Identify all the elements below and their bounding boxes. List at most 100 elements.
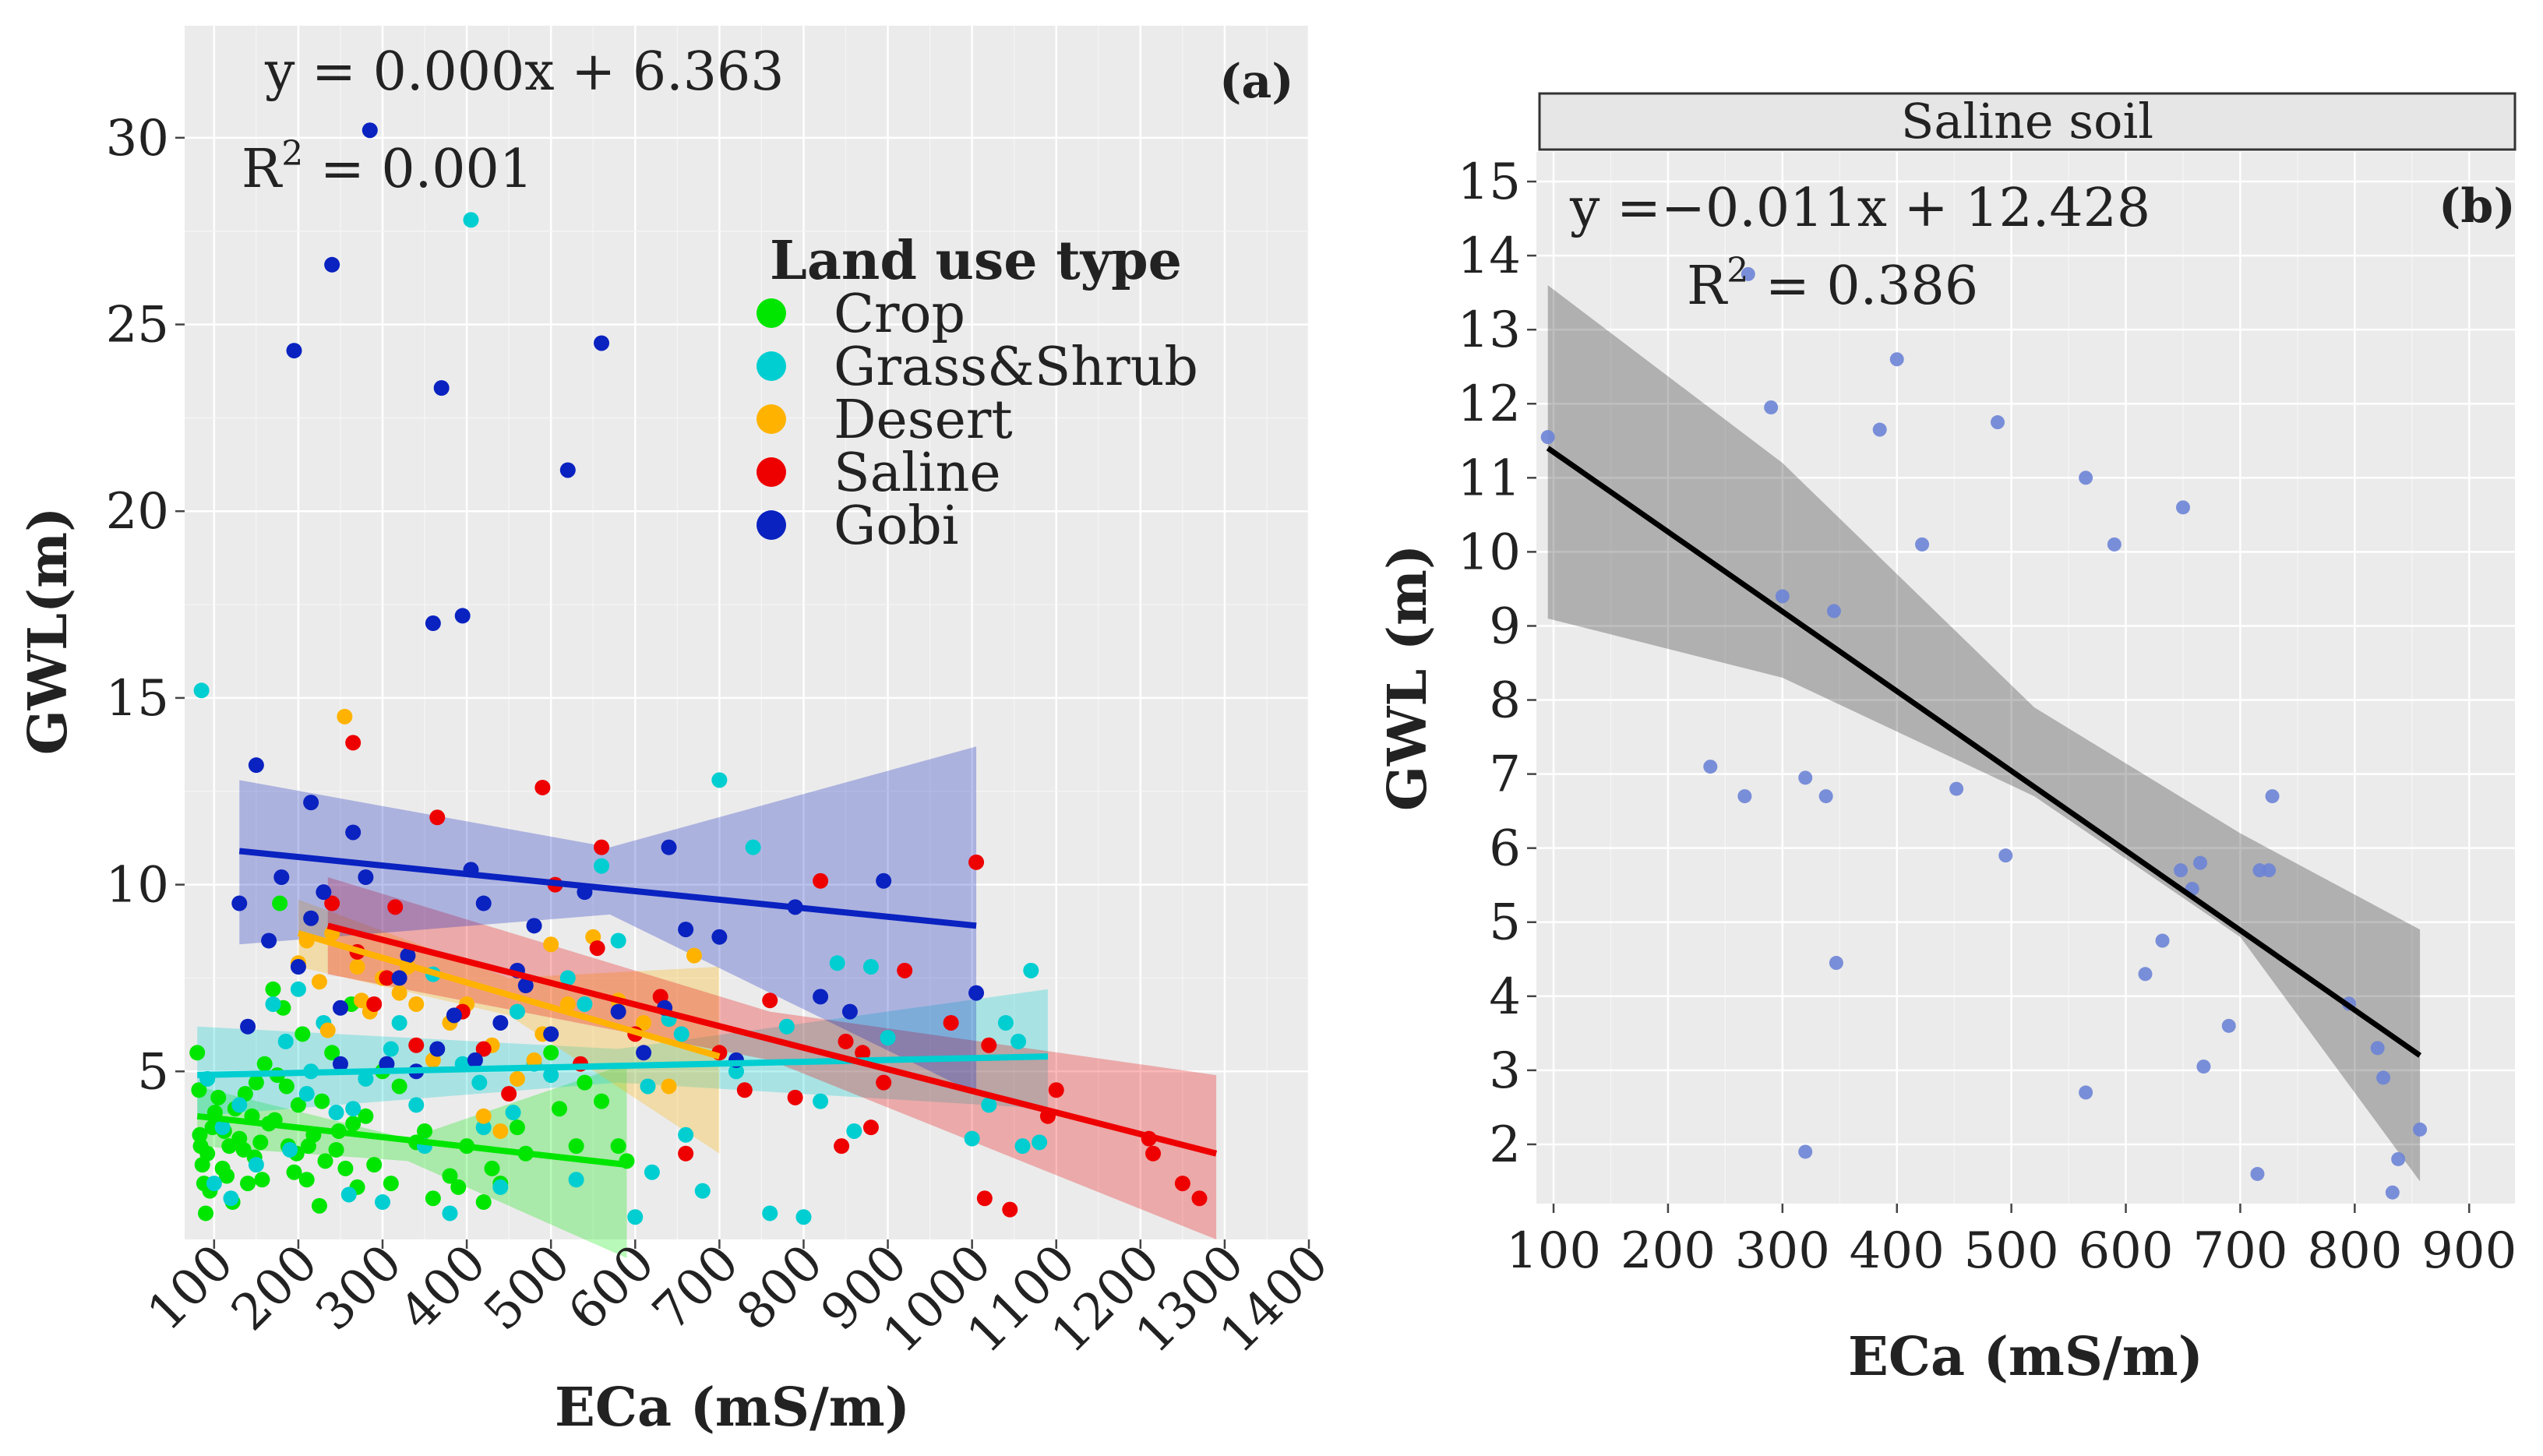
point-grass-shrub xyxy=(762,1205,778,1222)
point-grass-shrub xyxy=(997,1014,1014,1031)
point-saline xyxy=(678,1145,694,1162)
panel-a-equation: y = 0.000x + 6.363 xyxy=(264,41,785,103)
point-saline-soil xyxy=(1949,781,1964,796)
point-saline xyxy=(366,996,383,1012)
point-saline xyxy=(594,839,610,855)
panel-b-label: (b) xyxy=(2439,179,2516,234)
point-crop xyxy=(314,1093,330,1109)
panel-b-y-tick-label: 12 xyxy=(1458,375,1521,433)
point-gobi xyxy=(876,873,892,889)
point-gobi xyxy=(433,380,450,397)
point-grass-shrub xyxy=(442,1205,458,1222)
point-crop xyxy=(345,1116,362,1132)
legend-label-crop: Crop xyxy=(834,284,965,345)
legend: Land use type CropGrass&ShrubDesertSalin… xyxy=(757,230,1198,557)
point-crop xyxy=(272,895,288,911)
panel-b-x-tick-label: 100 xyxy=(1506,1222,1601,1280)
point-crop xyxy=(191,1082,207,1098)
panel-a-r-squared: R2 = 0.001 xyxy=(242,134,533,200)
point-grass-shrub xyxy=(880,1030,896,1046)
point-gobi xyxy=(358,869,374,885)
point-crop xyxy=(199,1145,216,1162)
point-grass-shrub xyxy=(391,1014,407,1031)
point-gobi xyxy=(610,1003,626,1020)
point-saline xyxy=(429,809,446,826)
point-gobi xyxy=(240,1018,256,1035)
point-saline xyxy=(589,940,605,957)
point-saline-soil xyxy=(2193,855,2208,870)
fit-line-crop xyxy=(196,1112,627,1169)
panel-b-y-tick-label: 2 xyxy=(1489,1116,1521,1174)
point-saline-soil xyxy=(2370,1041,2385,1056)
point-crop xyxy=(383,1176,399,1192)
point-saline xyxy=(534,779,551,795)
point-crop xyxy=(484,1160,500,1176)
point-desert xyxy=(311,974,327,990)
legend-key-gobi xyxy=(757,510,786,540)
point-crop xyxy=(610,1138,626,1155)
point-grass-shrub xyxy=(640,1078,656,1095)
point-crop xyxy=(298,1172,315,1188)
confidence-band-saline-soil xyxy=(1547,285,2421,1182)
legend-key-desert xyxy=(757,404,786,434)
legend-key-crop xyxy=(757,298,786,328)
confidence-band-saline xyxy=(327,876,1217,1239)
panel-a-fit-lines xyxy=(196,848,1218,1169)
point-gobi xyxy=(492,1014,509,1031)
point-grass-shrub xyxy=(214,1119,231,1136)
point-crop xyxy=(577,1074,593,1091)
fit-line-saline-soil xyxy=(1546,446,2422,1058)
panel-b-y-axis-title: GWL (m) xyxy=(1377,545,1439,811)
point-grass-shrub xyxy=(543,1067,559,1084)
point-saline-soil xyxy=(1915,537,1930,552)
point-grass-shrub xyxy=(594,858,610,874)
point-crop xyxy=(317,1153,333,1169)
panel-a-x-tick-label: 700 xyxy=(642,1234,750,1342)
point-saline-soil xyxy=(2196,1059,2211,1074)
point-grass-shrub xyxy=(231,1097,248,1113)
point-gobi xyxy=(400,947,416,964)
point-grass-shrub xyxy=(463,212,479,228)
point-saline-soil xyxy=(2138,967,2153,982)
panel-b-x-axis-title: ECa (mS/m) xyxy=(1848,1326,2203,1388)
point-gobi xyxy=(841,1003,858,1020)
point-crop xyxy=(442,1168,458,1184)
point-crop xyxy=(366,1157,383,1173)
point-desert xyxy=(543,936,559,953)
point-gobi xyxy=(303,910,319,926)
panel-a-x-tick-label: 600 xyxy=(558,1234,666,1342)
legend-key-saline xyxy=(757,457,786,487)
point-gobi xyxy=(345,824,362,841)
panel-b-y-tick-label: 6 xyxy=(1489,820,1521,878)
point-gobi xyxy=(594,335,610,351)
point-saline-soil xyxy=(2391,1151,2406,1166)
legend-key-grass-shrub xyxy=(757,351,786,381)
point-crop xyxy=(219,1168,235,1184)
point-saline xyxy=(1191,1190,1208,1207)
point-gobi xyxy=(475,895,492,911)
point-saline xyxy=(762,992,778,1009)
point-grass-shrub xyxy=(509,1003,525,1020)
point-gobi xyxy=(362,122,378,139)
point-saline xyxy=(1145,1145,1162,1162)
point-crop xyxy=(311,1197,327,1214)
point-grass-shrub xyxy=(1023,962,1039,978)
point-saline-soil xyxy=(2155,933,2170,948)
point-crop xyxy=(198,1205,214,1222)
panel-b-x-tick-label: 400 xyxy=(1850,1222,1945,1280)
panel-b-equation: y =−0.011x + 12.428 xyxy=(1569,178,2150,239)
point-saline-soil xyxy=(1829,956,1843,971)
point-gobi xyxy=(248,757,264,774)
confidence-band-grass-shrub xyxy=(197,989,1048,1116)
point-desert xyxy=(509,1070,525,1087)
point-saline-soil xyxy=(2221,1018,2236,1033)
point-saline xyxy=(1048,1082,1064,1098)
panel-a-y-tick-label: 10 xyxy=(106,857,169,915)
point-saline xyxy=(813,873,829,889)
point-grass-shrub xyxy=(298,1086,315,1102)
point-crop xyxy=(391,1078,407,1095)
point-desert xyxy=(349,959,365,975)
panel-b-y-tick-label: 7 xyxy=(1489,746,1521,804)
point-gobi xyxy=(332,1056,348,1072)
